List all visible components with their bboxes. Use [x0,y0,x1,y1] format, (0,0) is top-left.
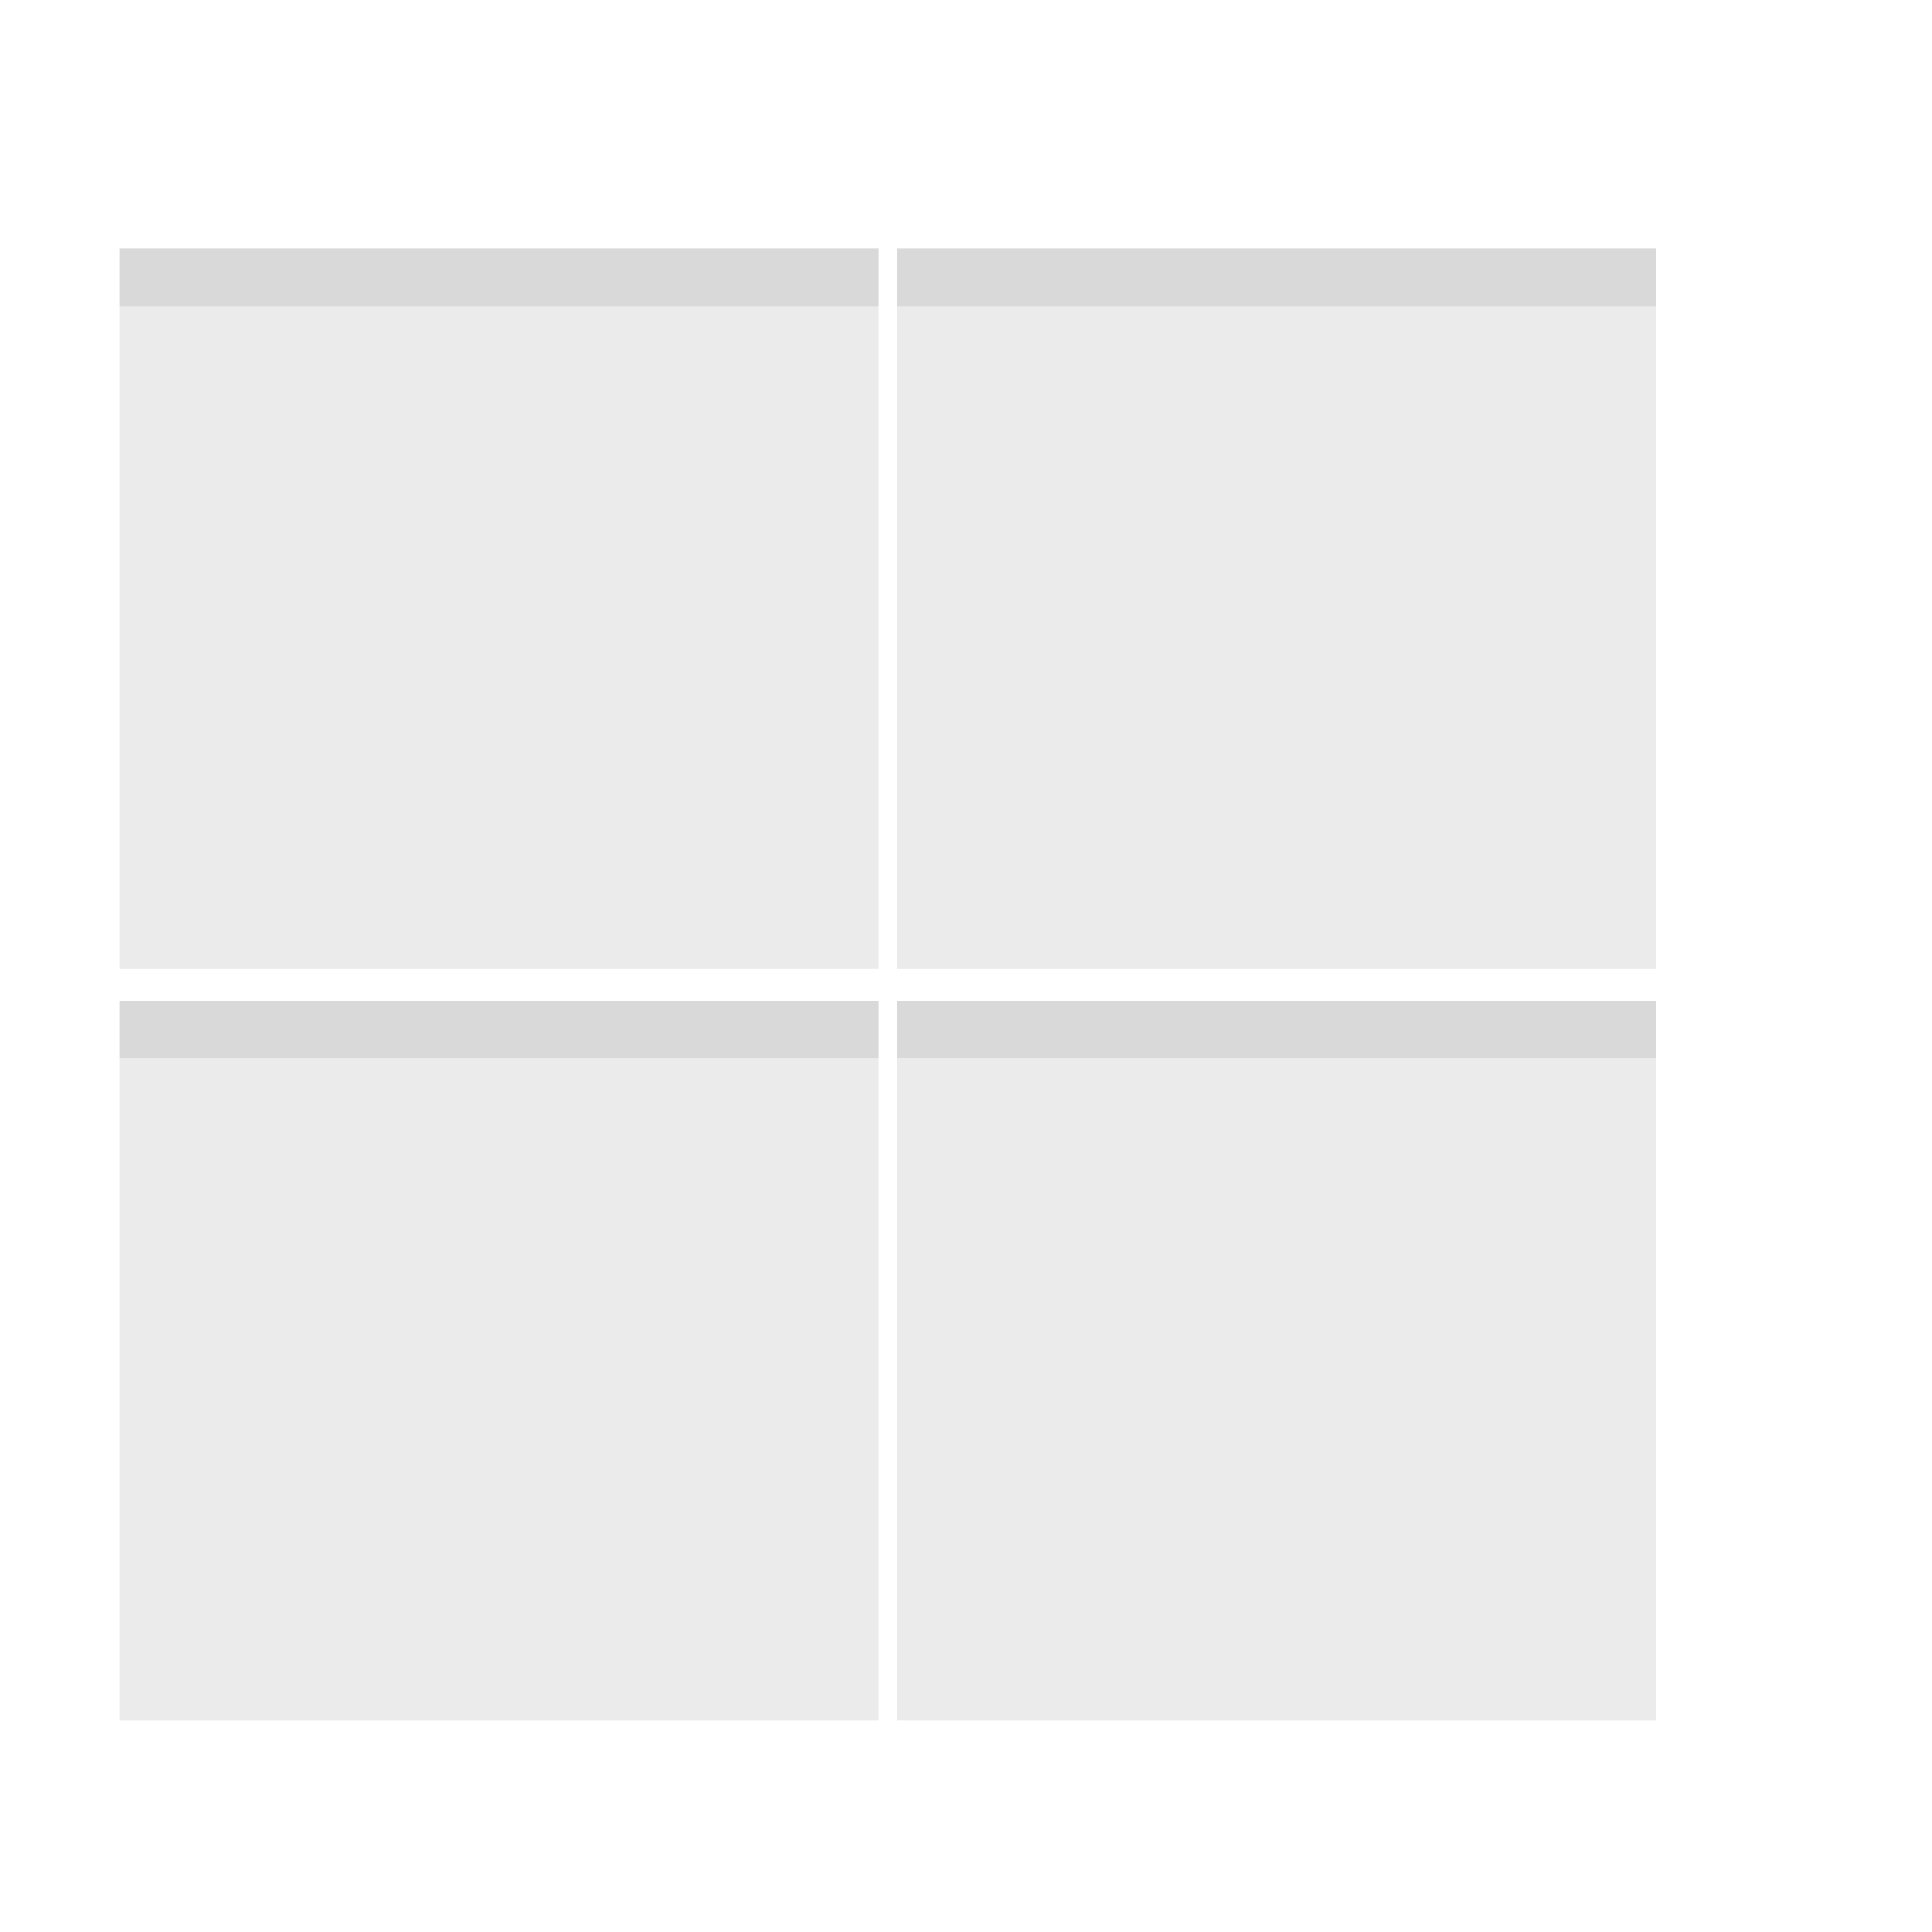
map-canvas-est [120,306,879,969]
facet-strip-lb [897,248,1656,306]
legend-colorbar [1725,883,1775,1233]
map-canvas-ub [897,1058,1656,1720]
facet-strip-ub [897,1001,1656,1059]
facet-panel-est [120,306,879,969]
facet-panel-lb [897,306,1656,969]
facet-strip-med [120,1001,879,1059]
facet-strip-est [120,248,879,306]
facet-panel-med [120,1058,879,1720]
facet-panel-ub [897,1058,1656,1720]
map-canvas-lb [897,306,1656,969]
map-canvas-med [120,1058,879,1720]
